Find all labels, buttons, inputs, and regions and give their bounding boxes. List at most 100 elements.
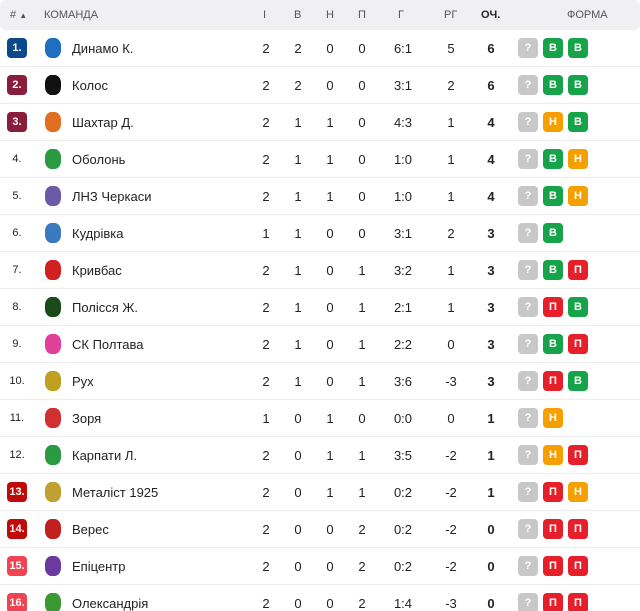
form-badge[interactable]: В — [568, 75, 588, 95]
diff-header[interactable]: РГ — [444, 9, 458, 21]
points-header[interactable]: ОЧ. — [481, 9, 501, 21]
lost-header[interactable]: П — [358, 9, 366, 21]
form-badge[interactable]: ? — [518, 112, 538, 132]
form-badge[interactable]: ? — [518, 38, 538, 58]
form-badge[interactable]: П — [568, 556, 588, 576]
form-badge[interactable]: Н — [568, 482, 588, 502]
table-row[interactable]: 11. Зоря 1 0 1 0 0:0 0 1? Н — [0, 400, 640, 437]
form-badge[interactable]: Н — [543, 408, 563, 428]
form-badge[interactable]: ? — [518, 556, 538, 576]
table-row[interactable]: 13. Металіст 1925 2 0 1 1 0:2 -2 1? П Н — [0, 474, 640, 511]
team-name[interactable]: Полісся Ж. — [72, 300, 139, 315]
form-badge[interactable]: П — [543, 371, 563, 391]
form-badges: ? П В — [518, 371, 588, 391]
rank-badge: 2. — [7, 75, 27, 95]
team-name[interactable]: Карпати Л. — [72, 448, 137, 463]
form-badge[interactable]: ? — [518, 223, 538, 243]
form-badge[interactable]: П — [543, 297, 563, 317]
stat-w: 0 — [294, 559, 302, 574]
team-name[interactable]: ЛНЗ Черкаси — [72, 189, 152, 204]
team-name[interactable]: Олександрія — [72, 596, 149, 611]
form-badge[interactable]: В — [568, 297, 588, 317]
played-header[interactable]: І — [263, 9, 267, 21]
form-badge[interactable]: ? — [518, 75, 538, 95]
form-badge[interactable]: Н — [543, 112, 563, 132]
stat-pts: 0 — [487, 596, 495, 611]
form-badge[interactable]: ? — [518, 593, 538, 611]
table-row[interactable]: 3. Шахтар Д. 2 1 1 0 4:3 1 4? Н В — [0, 104, 640, 141]
form-badge[interactable]: П — [568, 445, 588, 465]
form-badge[interactable]: В — [568, 112, 588, 132]
rank-badge: 16. — [7, 593, 27, 611]
team-name[interactable]: Металіст 1925 — [72, 485, 159, 500]
form-badge[interactable]: ? — [518, 149, 538, 169]
stat-p: 2 — [262, 559, 270, 574]
form-badge[interactable]: Н — [543, 445, 563, 465]
sort-asc-icon: ▲ — [19, 11, 28, 20]
won-header[interactable]: В — [294, 9, 302, 21]
form-badge[interactable]: В — [543, 334, 563, 354]
table-row[interactable]: 8. Полісся Ж. 2 1 0 1 2:1 1 3? П В — [0, 289, 640, 326]
form-badge[interactable]: В — [543, 223, 563, 243]
team-name[interactable]: Рух — [72, 374, 94, 389]
form-badge[interactable]: ? — [518, 371, 538, 391]
form-badge[interactable]: П — [543, 482, 563, 502]
form-badges: ? Н В — [518, 112, 588, 132]
stat-pts: 6 — [487, 41, 495, 56]
form-badge[interactable]: В — [543, 75, 563, 95]
table-row[interactable]: 6. Кудрівка 1 1 0 0 3:1 2 3? В — [0, 215, 640, 252]
table-row[interactable]: 5. ЛНЗ Черкаси 2 1 1 0 1:0 1 4? В Н — [0, 178, 640, 215]
table-row[interactable]: 9. СК Полтава 2 1 0 1 2:2 0 3? В П — [0, 326, 640, 363]
form-badge[interactable]: В — [543, 260, 563, 280]
form-badge[interactable]: П — [543, 593, 563, 611]
form-badge[interactable]: П — [568, 260, 588, 280]
form-badge[interactable]: ? — [518, 260, 538, 280]
team-name[interactable]: Кривбас — [72, 263, 122, 278]
team-name[interactable]: СК Полтава — [72, 337, 144, 352]
team-name[interactable]: Зоря — [72, 411, 102, 426]
team-name[interactable]: Кудрівка — [72, 226, 124, 241]
form-badge[interactable]: ? — [518, 334, 538, 354]
stat-l: 0 — [358, 411, 366, 426]
team-name[interactable]: Шахтар Д. — [72, 115, 134, 130]
form-badge[interactable]: ? — [518, 408, 538, 428]
form-badge[interactable]: В — [568, 38, 588, 58]
table-row[interactable]: 4. Оболонь 2 1 1 0 1:0 1 4? В Н — [0, 141, 640, 178]
team-name[interactable]: Колос — [72, 78, 108, 93]
form-badge[interactable]: П — [568, 593, 588, 611]
rank-header[interactable]: # ▲ — [10, 9, 28, 21]
form-badge[interactable]: Н — [568, 186, 588, 206]
table-row[interactable]: 7. Кривбас 2 1 0 1 3:2 1 3? В П — [0, 252, 640, 289]
table-row[interactable]: 10. Рух 2 1 0 1 3:6 -3 3? П В — [0, 363, 640, 400]
stat-d: 0 — [326, 522, 334, 537]
team-name[interactable]: Епіцентр — [72, 559, 126, 574]
team-name[interactable]: Оболонь — [72, 152, 126, 167]
form-badge[interactable]: ? — [518, 519, 538, 539]
form-badge[interactable]: ? — [518, 445, 538, 465]
stat-l: 0 — [358, 115, 366, 130]
team-name[interactable]: Верес — [72, 522, 109, 537]
team-header[interactable]: КОМАНДА — [44, 9, 99, 21]
form-badge[interactable]: В — [543, 186, 563, 206]
form-badge[interactable]: П — [543, 556, 563, 576]
form-badge[interactable]: ? — [518, 297, 538, 317]
form-badge[interactable]: В — [568, 371, 588, 391]
table-row[interactable]: 1. Динамо К. 2 2 0 0 6:1 5 6? В В — [0, 30, 640, 67]
form-badge[interactable]: П — [568, 334, 588, 354]
team-name[interactable]: Динамо К. — [72, 41, 134, 56]
table-row[interactable]: 15. Епіцентр 2 0 0 2 0:2 -2 0? П П — [0, 548, 640, 585]
table-row[interactable]: 2. Колос 2 2 0 0 3:1 2 6? В В — [0, 67, 640, 104]
form-badge[interactable]: В — [543, 38, 563, 58]
form-badge[interactable]: Н — [568, 149, 588, 169]
table-row[interactable]: 14. Верес 2 0 0 2 0:2 -2 0? П П — [0, 511, 640, 548]
form-badge[interactable]: В — [543, 149, 563, 169]
form-badge[interactable]: П — [543, 519, 563, 539]
form-badge[interactable]: П — [568, 519, 588, 539]
table-row[interactable]: 16. Олександрія 2 0 0 2 1:4 -3 0? П П — [0, 585, 640, 611]
stat-l: 0 — [358, 152, 366, 167]
goals-header[interactable]: Г — [398, 9, 404, 21]
form-badge[interactable]: ? — [518, 186, 538, 206]
form-badge[interactable]: ? — [518, 482, 538, 502]
drawn-header[interactable]: Н — [326, 9, 334, 21]
table-row[interactable]: 12. Карпати Л. 2 0 1 1 3:5 -2 1? Н П — [0, 437, 640, 474]
